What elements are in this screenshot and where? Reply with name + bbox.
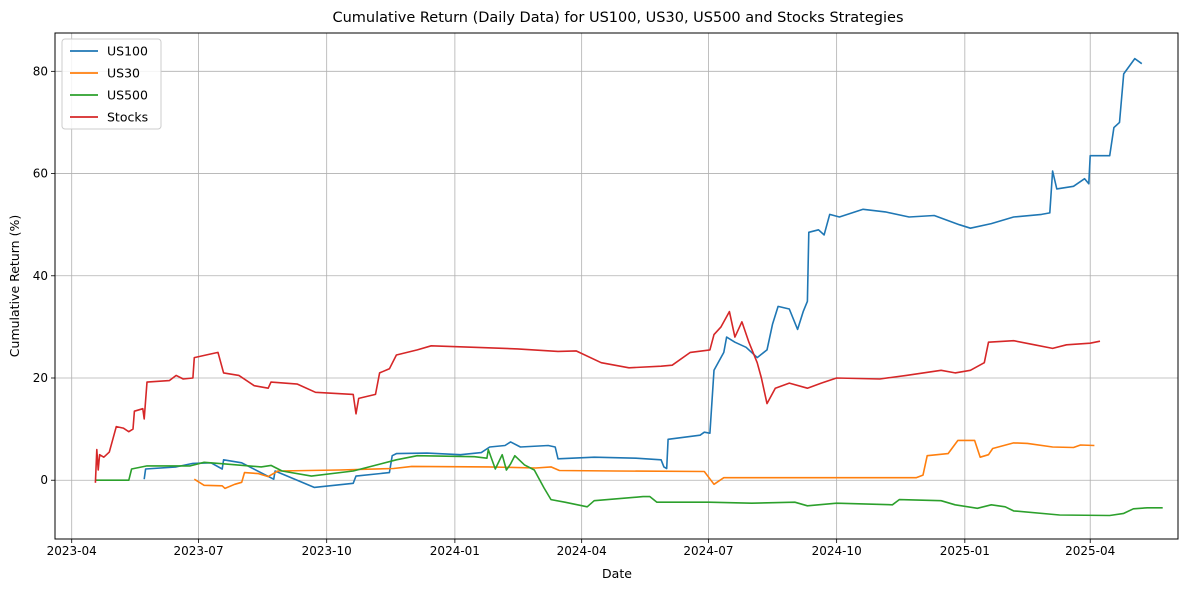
x-tick-label: 2024-04: [557, 544, 607, 558]
x-axis: 2023-04 2023-07 2023-10 2024-01 2024-04 2024-…: [47, 539, 1115, 558]
x-tick-label: 2024-10: [812, 544, 862, 558]
x-tick-label: 2025-04: [1065, 544, 1115, 558]
series-line-us30: [193, 439, 1095, 490]
series-lines: [94, 57, 1163, 517]
series-line-us100: [143, 57, 1143, 489]
legend-box: [61, 38, 162, 130]
legend-label: US30: [107, 66, 140, 81]
legend-label: Stocks: [107, 110, 148, 125]
x-tick-label: 2023-10: [302, 544, 352, 558]
y-tick-label: 0: [40, 473, 48, 487]
chart-title: Cumulative Return (Daily Data) for US100…: [332, 10, 903, 26]
legend: US100 US30 US500 Stocks: [61, 38, 162, 130]
x-tick-label: 2023-07: [173, 544, 223, 558]
y-axis: 0 20 40 60 80: [33, 64, 55, 487]
y-tick-label: 80: [33, 64, 48, 78]
y-tick-label: 40: [33, 269, 48, 283]
legend-label: US500: [107, 88, 148, 103]
series-line-us500: [95, 448, 1163, 517]
plot-frame: [54, 32, 1179, 540]
x-tick-label: 2025-01: [940, 544, 990, 558]
x-tick-label: 2024-01: [430, 544, 480, 558]
x-tick-label: 2024-07: [683, 544, 733, 558]
legend-label: US100: [107, 44, 148, 59]
y-tick-label: 60: [33, 167, 48, 181]
y-tick-label: 20: [33, 371, 48, 385]
x-axis-label: Date: [602, 566, 632, 581]
y-axis-label: Cumulative Return (%): [7, 215, 22, 357]
series-line-stocks: [94, 310, 1101, 483]
x-tick-label: 2023-04: [47, 544, 97, 558]
